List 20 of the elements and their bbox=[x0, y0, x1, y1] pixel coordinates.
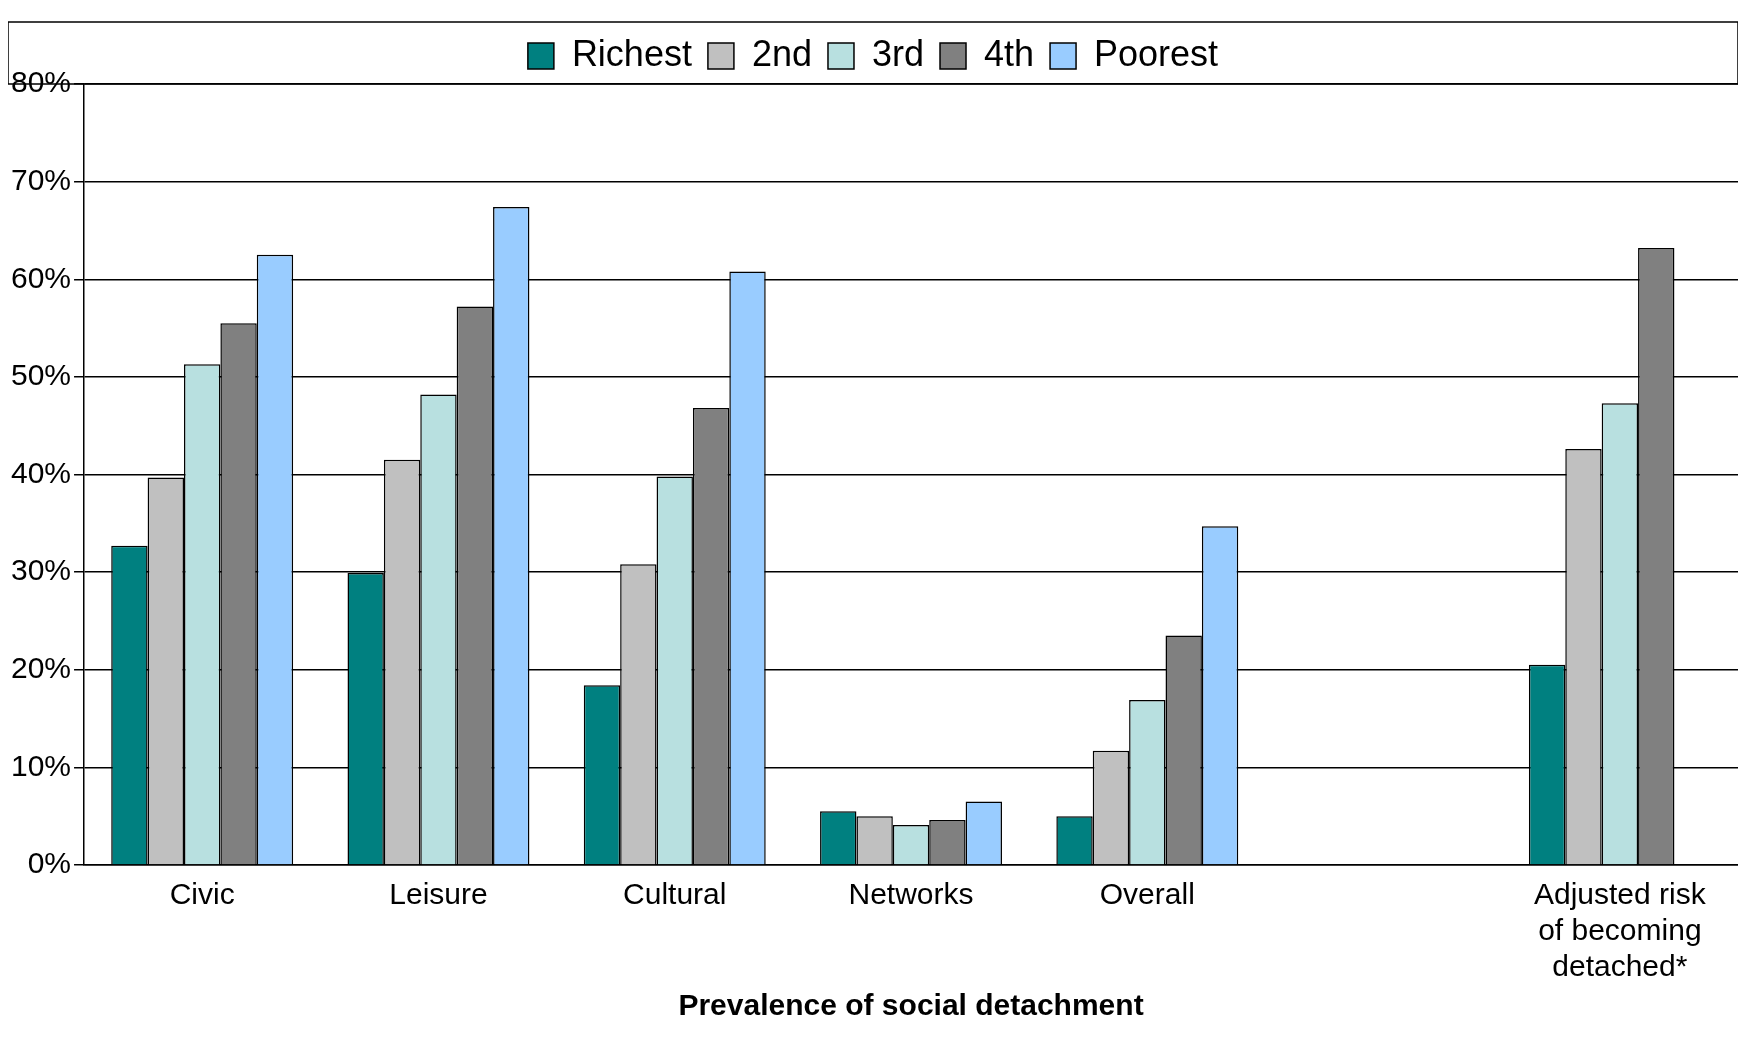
x-tick-label: Civic bbox=[169, 877, 235, 911]
legend-label: 4th bbox=[984, 32, 1035, 74]
legend-label: 2nd bbox=[751, 32, 812, 74]
x-tick-label: Overall bbox=[1099, 877, 1195, 911]
y-tick-label: 20% bbox=[11, 651, 72, 685]
legend-label: 3rd bbox=[871, 32, 925, 74]
y-tick-label: 0% bbox=[27, 846, 72, 880]
x-axis-title: Prevalence of social detachment bbox=[678, 988, 1144, 1022]
y-tick-label: 10% bbox=[11, 748, 72, 782]
x-tick-label: Networks bbox=[848, 877, 974, 911]
legend-label: Richest bbox=[571, 32, 692, 74]
y-tick-label: 40% bbox=[11, 455, 72, 489]
x-tick-label: Cultural bbox=[623, 877, 727, 911]
y-tick-label: 30% bbox=[11, 553, 72, 587]
y-tick-label: 60% bbox=[11, 260, 72, 294]
x-tick-label: Leisure bbox=[389, 877, 488, 911]
x-tick-label: Adjusted risk of becoming detached* bbox=[1533, 877, 1707, 983]
y-tick-label: 70% bbox=[11, 162, 72, 196]
y-tick-label: 50% bbox=[11, 358, 72, 392]
legend-label: Poorest bbox=[1094, 32, 1219, 74]
